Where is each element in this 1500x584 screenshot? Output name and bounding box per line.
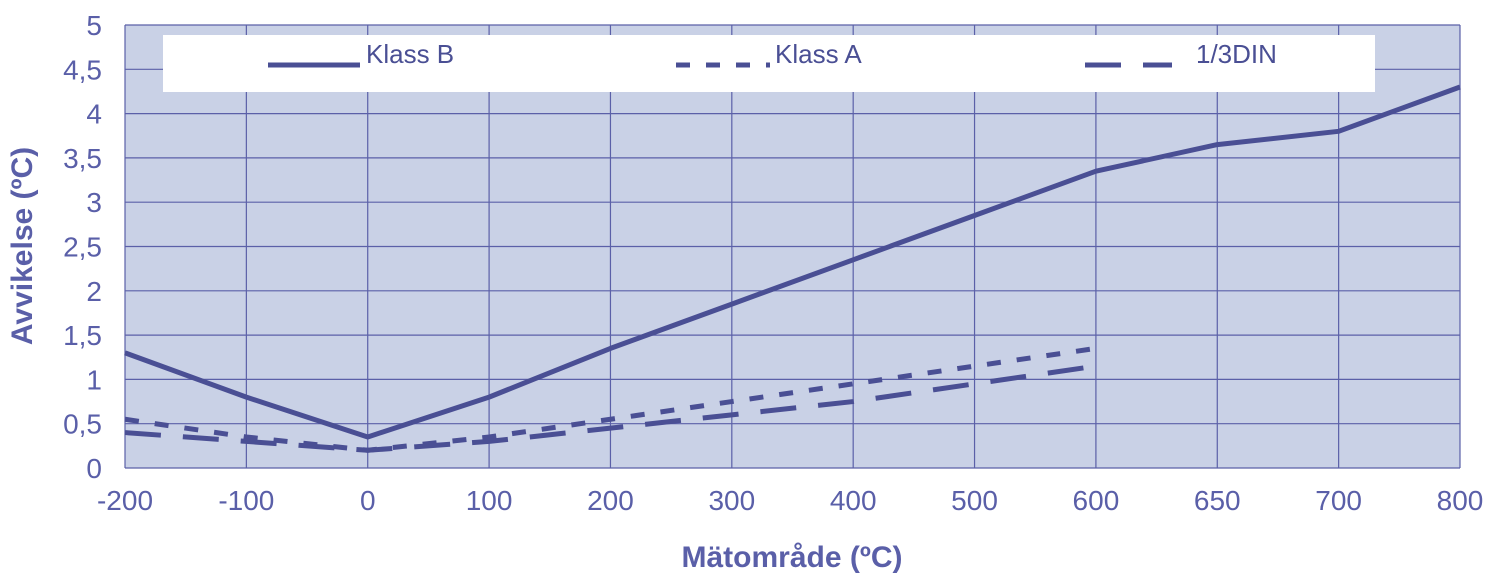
x-tick-label: -200 <box>97 485 153 516</box>
series-line-klass-a <box>124 345 1097 453</box>
y-tick-label: 4,5 <box>63 54 102 85</box>
x-tick-label: 0 <box>360 485 376 516</box>
y-tick-label: 4 <box>86 99 102 130</box>
x-tick-label: 600 <box>1073 485 1120 516</box>
x-tick-label: 700 <box>1315 485 1362 516</box>
x-tick-label: 500 <box>951 485 998 516</box>
x-tick-label: 400 <box>830 485 877 516</box>
legend: Klass B Klass A 1/3DIN <box>163 35 1375 92</box>
series-lines <box>124 84 1461 453</box>
x-tick-label: 100 <box>466 485 513 516</box>
y-tick-labels: 0 0,5 1 1,5 2 2,5 3 3,5 4 4,5 5 <box>63 10 102 484</box>
x-tick-label: 800 <box>1437 485 1484 516</box>
x-tick-label: 300 <box>708 485 755 516</box>
series-line-1-3din <box>124 363 1097 453</box>
y-tick-label: 0 <box>86 453 102 484</box>
x-axis-title: Mätområde (ºC) <box>682 541 903 574</box>
x-tick-label: 650 <box>1194 485 1241 516</box>
y-tick-label: 1 <box>86 364 102 395</box>
y-tick-label: 2,5 <box>63 232 102 263</box>
x-tick-labels: -200 -100 0 100 200 300 400 500 600 650 700 800 <box>97 485 1483 516</box>
series-line-klass-b <box>124 84 1461 440</box>
y-tick-label: 5 <box>86 10 102 41</box>
x-tick-label: 200 <box>587 485 634 516</box>
y-tick-label: 1,5 <box>63 320 102 351</box>
y-tick-label: 2 <box>86 276 102 307</box>
x-tick-label: -100 <box>218 485 274 516</box>
legend-label-klass-a: Klass A <box>775 39 862 69</box>
legend-label-1-3din: 1/3DIN <box>1196 39 1277 69</box>
y-tick-label: 3,5 <box>63 143 102 174</box>
y-axis-title: Avvikelse (ºC) <box>6 147 39 345</box>
y-tick-label: 3 <box>86 187 102 218</box>
legend-label-klass-b: Klass B <box>366 39 454 69</box>
y-tick-label: 0,5 <box>63 409 102 440</box>
